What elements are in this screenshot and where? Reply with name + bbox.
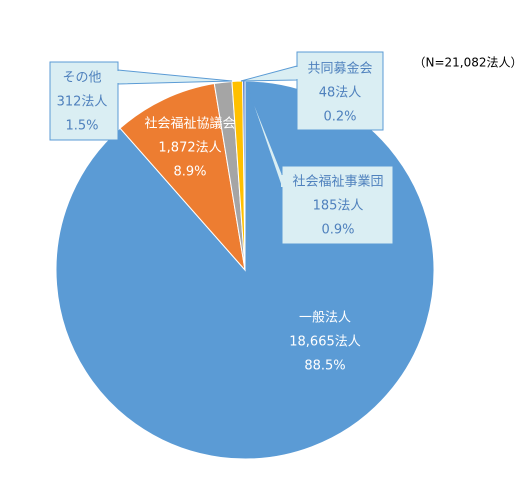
callout-pointer xyxy=(240,65,298,82)
share-label: 88.5% xyxy=(304,359,345,374)
value-label: 1,872法人 xyxy=(158,141,221,156)
value-label: 185法人 xyxy=(313,199,364,214)
note: （N=21,082法人） xyxy=(413,56,522,70)
category-label: 一般法人 xyxy=(299,310,351,326)
value-label: 18,665法人 xyxy=(289,335,361,350)
share-label: 1.5% xyxy=(65,119,98,134)
share-label: 0.9% xyxy=(321,223,354,238)
callout-box xyxy=(49,61,119,141)
category-label: 社会福祉事業団 xyxy=(292,174,383,190)
category-label: 共同募金会 xyxy=(307,61,372,77)
callout-box xyxy=(296,51,384,131)
value-label: 312法人 xyxy=(57,95,108,110)
category-label: 社会福祉協議会 xyxy=(144,116,235,132)
value-label: 48法人 xyxy=(319,86,362,101)
pie-slice xyxy=(119,82,246,272)
callout-pointer xyxy=(117,69,233,85)
share-label: 0.2% xyxy=(323,110,356,125)
category-label: その他 xyxy=(62,71,101,86)
callout-box xyxy=(281,165,394,245)
share-label: 8.9% xyxy=(173,165,206,180)
